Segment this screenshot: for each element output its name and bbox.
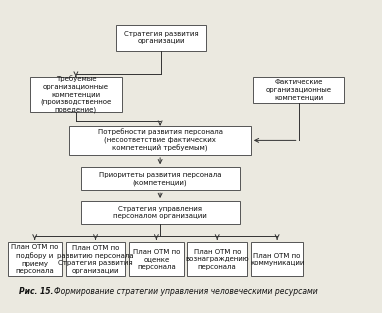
Bar [253, 77, 345, 103]
Text: Фактические
организационные
компетенции: Фактические организационные компетенции [265, 79, 332, 100]
Bar [81, 167, 240, 190]
Text: Приоритеты развития персонала
(компетенции): Приоритеты развития персонала (компетенц… [99, 172, 221, 186]
Text: Формирование стратегии управления человеческими ресурсами: Формирование стратегии управления челове… [54, 287, 318, 296]
Text: План ОТМ по
вознаграждению
персонала: План ОТМ по вознаграждению персонала [185, 249, 249, 270]
Text: Рис. 15.: Рис. 15. [19, 287, 53, 296]
Bar [251, 242, 303, 276]
Text: Требуемые
организационные
компетенции
(производственное
поведение): Требуемые организационные компетенции (п… [40, 75, 112, 113]
Bar [30, 77, 122, 112]
Text: План ОТМ по
подбору и
приему
персонала: План ОТМ по подбору и приему персонала [11, 244, 58, 274]
Bar [81, 201, 240, 224]
Bar [70, 126, 251, 155]
Bar [66, 242, 126, 276]
Text: План ОТМ по
коммуникации: План ОТМ по коммуникации [250, 253, 304, 266]
Text: Стратегия развития
организации: Стратегия развития организации [124, 31, 198, 44]
Bar [187, 242, 247, 276]
Text: Потребности развития персонала
(несоответствие фактических
компетенций требуемым: Потребности развития персонала (несоотве… [98, 128, 223, 152]
Text: План ОТМ по
оценке
персонала: План ОТМ по оценке персонала [133, 249, 180, 270]
Text: План ОТМ по
развитию персонала
Стратегия развития
организации: План ОТМ по развитию персонала Стратегия… [57, 245, 134, 274]
Bar [8, 242, 62, 276]
Text: Стратегия управления
персоналом организации: Стратегия управления персоналом организа… [113, 206, 207, 219]
Bar [116, 25, 206, 51]
Bar [129, 242, 183, 276]
